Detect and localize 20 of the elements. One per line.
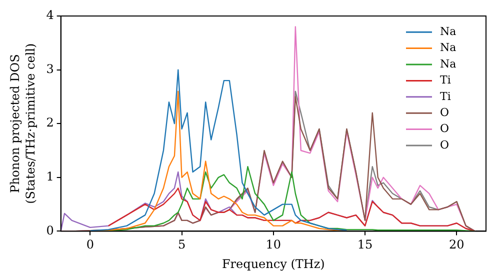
y-tick-label: 2 (46, 116, 54, 130)
x-tick-label: 0 (86, 238, 94, 252)
y-tick-label: 4 (46, 8, 54, 22)
y-tick-label: 1 (46, 170, 54, 184)
legend-label: Na (440, 57, 457, 70)
legend-label: Na (440, 24, 457, 38)
legend-label: Na (440, 41, 457, 54)
x-tick-label: 15 (357, 238, 373, 252)
y-axis-title: Phonon projected DOS (States/THz·primitive cell) (8, 43, 38, 204)
legend-label: Ti (440, 74, 452, 87)
legend-label: Ti (440, 90, 452, 103)
legend-label: O (440, 122, 450, 136)
legend-label: O (440, 106, 450, 119)
legend-label: O (440, 138, 450, 152)
x-tick-label: 10 (266, 238, 282, 252)
x-tick-label: 20 (449, 238, 464, 252)
x-tick-label: 5 (178, 238, 186, 252)
y-tick-label: 0 (46, 223, 54, 238)
y-tick-label: 3 (46, 62, 54, 76)
x-axis-title: Frequency (THz) (222, 256, 325, 271)
